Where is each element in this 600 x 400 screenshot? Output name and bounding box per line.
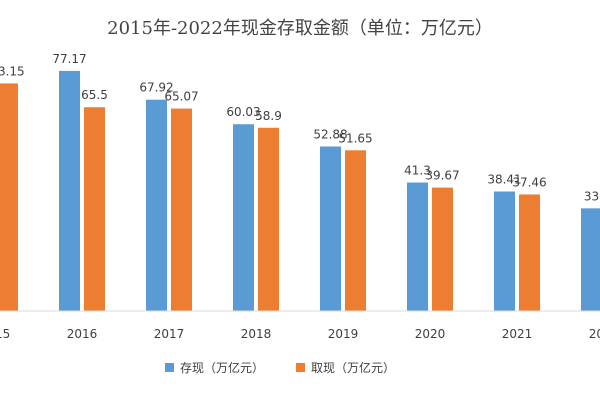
x-tick-label-2022: 2022: [589, 327, 600, 341]
value-label-deposit-2016: 77.17: [52, 52, 86, 66]
bar-withdrawal-2020: [432, 187, 453, 311]
value-label-deposit-2019: 52.88: [313, 127, 347, 141]
value-label-withdrawal-2016: 65.5: [81, 88, 108, 102]
value-label-deposit-2022: 33: [584, 189, 599, 203]
value-label-deposit-2020: 41.3: [404, 164, 431, 178]
value-label-deposit-2017: 67.92: [139, 81, 173, 95]
value-label-withdrawal-2019: 51.65: [338, 131, 372, 145]
bar-withdrawal-2015: [0, 83, 18, 311]
bar-deposit-2022: [581, 208, 600, 311]
value-label-withdrawal-2020: 39.67: [425, 169, 459, 183]
legend-swatch-withdrawal: [296, 363, 305, 372]
legend-swatch-deposit: [165, 363, 174, 372]
value-label-withdrawal-2015: 73.15: [0, 64, 25, 78]
x-tick-label-2021: 2021: [502, 327, 533, 341]
bar-withdrawal-2018: [258, 127, 279, 311]
bars-group: [0, 70, 600, 312]
bar-deposit-2020: [407, 182, 428, 311]
x-tick-label-2020: 2020: [415, 327, 446, 341]
bar-withdrawal-2016: [84, 107, 105, 311]
chart-title: 2015年-2022年现金存取金额（单位：万亿元）: [107, 18, 493, 39]
bar-withdrawal-2019: [345, 150, 366, 311]
x-tick-label-2019: 2019: [328, 327, 359, 341]
value-label-deposit-2021: 38.41: [487, 173, 521, 187]
legend-label-withdrawal: 取现（万亿元）: [311, 360, 395, 375]
x-tick-label-2017: 2017: [154, 327, 185, 341]
value-label-withdrawal-2021: 37.46: [512, 175, 546, 189]
bar-deposit-2018: [233, 124, 254, 312]
bar-withdrawal-2017: [171, 108, 192, 311]
x-tick-label-2015: 2015: [0, 327, 10, 341]
value-label-deposit-2018: 60.03: [226, 105, 260, 119]
bar-deposit-2019: [320, 146, 341, 311]
x-tick-label-2018: 2018: [241, 327, 272, 341]
legend: 存现（万亿元） 取现（万亿元）: [165, 360, 395, 375]
x-tick-labels: 2015 2016 2017 2018 2019 2020 2021 2022: [0, 327, 600, 341]
bar-deposit-2021: [494, 191, 515, 311]
value-label-withdrawal-2017: 65.07: [164, 90, 198, 104]
bar-deposit-2016: [59, 70, 80, 311]
bar-deposit-2017: [146, 99, 167, 312]
value-labels-group: 773.1577.1765.567.9265.0760.0358.952.885…: [0, 52, 599, 203]
bar-withdrawal-2021: [519, 194, 540, 311]
x-tick-label-2016: 2016: [67, 327, 98, 341]
legend-label-deposit: 存现（万亿元）: [180, 360, 264, 375]
value-label-withdrawal-2018: 58.9: [255, 109, 282, 123]
